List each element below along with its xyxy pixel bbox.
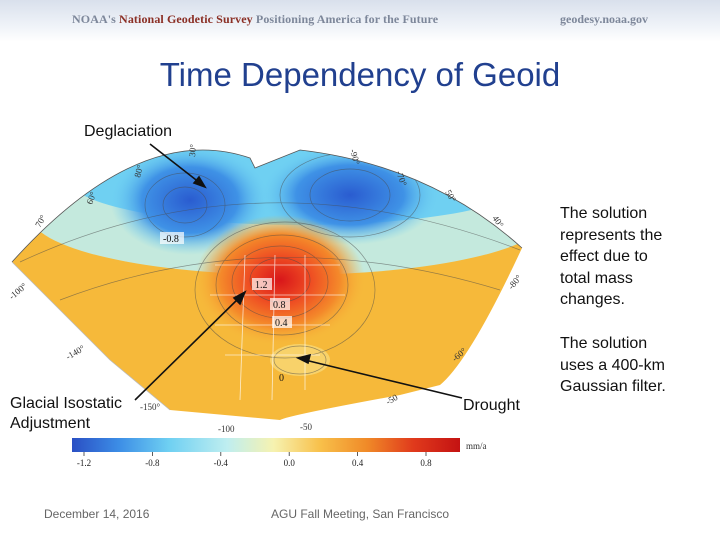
slide-title: Time Dependency of Geoid (159, 56, 561, 93)
colorbar-tick-label: 0.8 (420, 458, 432, 468)
contour-label: 0.8 (273, 300, 286, 311)
colorbar-tick-label: -0.4 (214, 458, 229, 468)
edge-label: 30° (187, 143, 198, 157)
colorbar-tick-label: 0.4 (352, 458, 364, 468)
brand-survey: National Geodetic Survey (119, 12, 253, 26)
map-outline (11, 149, 523, 263)
contour-label: 1.2 (255, 280, 268, 291)
contour-label: -0.8 (163, 234, 179, 245)
colorbar-gradient (72, 438, 460, 452)
gia-high (195, 215, 365, 345)
colorbar-tick-label: 0.0 (284, 458, 296, 468)
note-line: changes. (560, 291, 625, 308)
gia-arrow (134, 296, 241, 401)
note-line: represents the (560, 226, 663, 244)
map-field (12, 149, 522, 420)
map-outline-left (11, 261, 171, 411)
note-line: effect due to (560, 248, 648, 265)
colorbar: mm/a -1.2 -0.8 -0.4 0.0 0.4 0.8 (72, 438, 487, 468)
deglaciation-label: Deglaciation (84, 123, 173, 140)
drought-label: Drought (463, 397, 520, 414)
note-line: Gaussian filter. (560, 378, 666, 395)
annotation-arrows (134, 143, 463, 401)
drought-arrowhead (295, 353, 312, 365)
note-gaussian-filter: The solution uses a 400-km Gaussian filt… (560, 333, 700, 398)
edge-label: -90° (348, 148, 362, 166)
deglaciation-arrowhead (192, 175, 207, 189)
footer-venue: AGU Fall Meeting, San Francisco (271, 507, 450, 521)
header-banner: NOAA's National Geodetic Survey Position… (0, 0, 720, 42)
contour-label: 0.4 (275, 318, 288, 329)
edge-label: -50 (300, 422, 312, 432)
contour-label: 0 (279, 373, 284, 384)
note-mass-changes: The solution represents the effect due t… (560, 203, 700, 311)
note-line: The solution (560, 335, 648, 352)
brand-tagline: Positioning America for the Future (255, 12, 439, 26)
colorbar-tick-label: -1.2 (77, 458, 91, 468)
colorbar-unit: mm/a (466, 441, 487, 451)
brand-line: NOAA's National Geodetic Survey Position… (72, 12, 438, 27)
note-line: The solution (560, 205, 648, 222)
contour-labels: -0.8 1.2 0.8 0.4 0 (160, 232, 292, 384)
gia-label-line1: Glacial Isostatic (10, 395, 123, 412)
brand-prefix: NOAA's (72, 12, 116, 26)
edge-label: -100° (7, 281, 29, 302)
colorbar-ticks: -1.2 -0.8 -0.4 0.0 0.4 0.8 (77, 452, 432, 468)
gia-arrowhead (232, 290, 247, 306)
drought-low (270, 344, 330, 376)
site-url: geodesy.noaa.gov (560, 12, 649, 26)
deglaciation-arrow (149, 143, 201, 184)
edge-label: -100 (218, 424, 235, 434)
edge-label: 70° (33, 213, 48, 229)
edge-label: 80° (132, 163, 145, 178)
edge-label: 60° (84, 190, 98, 206)
drought-arrow (304, 359, 463, 399)
note-line: total mass (560, 269, 633, 287)
colorbar-tick-label: -0.8 (145, 458, 160, 468)
edge-label: -150° (140, 402, 160, 412)
edge-label: -140° (64, 343, 87, 362)
footer-date: December 14, 2016 (44, 507, 150, 521)
note-line: uses a 400-km (560, 356, 665, 374)
gia-label-line2: Adjustment (10, 415, 91, 432)
